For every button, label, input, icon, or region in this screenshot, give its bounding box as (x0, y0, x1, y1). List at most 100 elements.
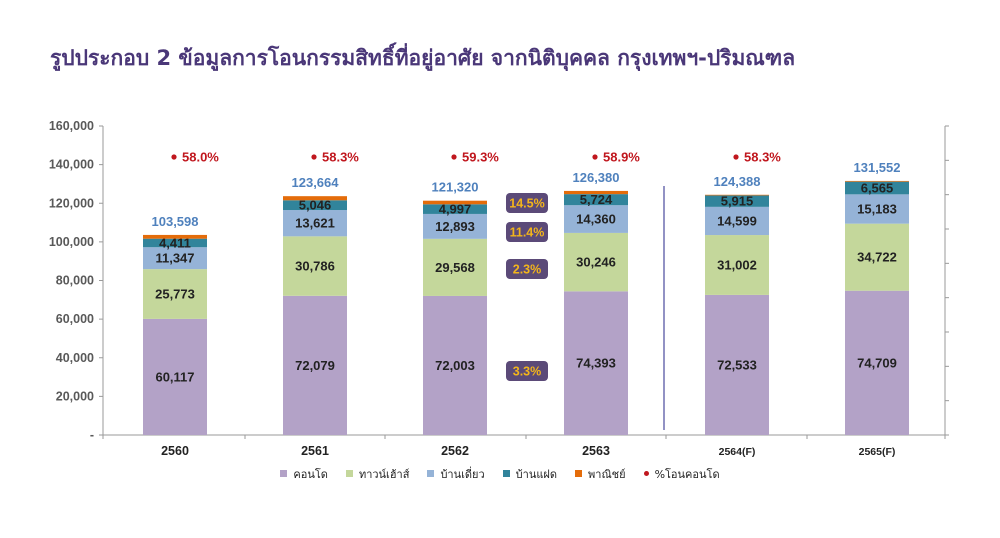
legend-swatch (502, 470, 510, 477)
x-tick-label: 2562 (441, 444, 469, 458)
data-label: 25,773 (155, 287, 195, 302)
bar-segment (845, 290, 909, 435)
data-label: 74,709 (857, 355, 897, 370)
data-label: 31,002 (717, 257, 757, 272)
growth-badge-label: 3.3% (513, 365, 542, 379)
legend-label: พาณิชย์ (588, 468, 626, 481)
bar-segment (705, 235, 769, 295)
legend-swatch (345, 470, 353, 477)
y-tick-label: 120,000 (49, 196, 94, 210)
pct-condo-label: 58.3% (322, 150, 359, 165)
bar-segment (143, 238, 207, 248)
pct-condo-marker (171, 154, 177, 160)
total-label: 126,380 (573, 170, 620, 185)
data-label: 4,411 (159, 235, 191, 250)
data-label: 34,722 (857, 250, 897, 265)
bar-segment (845, 194, 909, 224)
legend-item: พาณิชย์ (575, 465, 626, 483)
data-label: 13,621 (295, 216, 335, 231)
x-tick-label: 2565(F) (859, 446, 896, 458)
data-label: 60,117 (155, 369, 194, 384)
pct-condo-marker (311, 154, 317, 160)
legend-label: บ้านแฝด (515, 468, 558, 481)
legend-item: บ้านเดี่ยว (427, 465, 485, 483)
legend-label: ทาวน์เฮ้าส์ (358, 468, 410, 481)
bar-segment (283, 236, 347, 296)
y-tick-label: 20,000 (56, 389, 94, 403)
bar-segment (283, 196, 347, 201)
bar-segment (564, 190, 628, 195)
data-label: 4,997 (439, 202, 472, 217)
pct-condo-marker (592, 154, 598, 160)
growth-badge (506, 259, 548, 279)
growth-badge (506, 361, 548, 381)
total-label: 131,552 (854, 160, 901, 175)
bar-segment (705, 194, 769, 196)
bar-segment (564, 205, 628, 233)
bar-segment (423, 238, 487, 296)
pct-condo-marker (733, 154, 739, 160)
bar-segment (705, 294, 769, 435)
data-label: 72,079 (295, 358, 335, 373)
pct-condo-label: 58.9% (603, 150, 640, 165)
bar-segment (705, 206, 769, 236)
growth-badge-label: 11.4% (510, 226, 545, 240)
y-tick-label: 160,000 (49, 119, 94, 133)
data-label: 6,565 (861, 180, 894, 195)
legend-marker (643, 471, 649, 476)
chart-legend: คอนโด ทาวน์เฮ้าส์ บ้านเดี่ยว บ้านแฝด พาณิชย์… (0, 465, 1000, 483)
x-tick-label: 2561 (301, 444, 329, 458)
total-label: 121,320 (432, 180, 479, 195)
y-tick-label: 40,000 (56, 351, 94, 365)
x-tick-label: 2564(F) (719, 446, 756, 458)
data-label: 30,786 (295, 259, 335, 274)
total-label: 123,664 (292, 175, 340, 190)
y-tick-label: 140,000 (49, 158, 94, 172)
y-tick-label: 60,000 (56, 312, 94, 326)
y-tick-label: 100,000 (49, 235, 94, 249)
legend-swatch (575, 470, 583, 477)
growth-badge-label: 2.3% (513, 263, 542, 277)
data-label: 74,393 (576, 356, 616, 371)
growth-badge (506, 193, 548, 213)
data-label: 11,347 (155, 251, 194, 266)
bar-segment (423, 213, 487, 239)
legend-label: คอนโด (293, 468, 328, 481)
bar-segment (564, 194, 628, 206)
pct-condo-label: 58.3% (744, 150, 781, 165)
bar-segment (143, 234, 207, 239)
legend-item: ทาวน์เฮ้าส์ (345, 465, 410, 483)
data-label: 72,533 (717, 357, 757, 372)
bar-segment (845, 223, 909, 291)
data-label: 72,003 (435, 358, 475, 373)
x-tick-label: 2563 (582, 444, 610, 458)
pct-condo-marker (451, 154, 457, 160)
y-tick-label: - (90, 428, 94, 442)
pct-condo-label: 59.3% (462, 150, 499, 165)
bar-segment (423, 200, 487, 205)
data-label: 29,568 (435, 260, 475, 275)
bar-segment (845, 180, 909, 182)
pct-condo-label: 58.0% (182, 150, 219, 165)
data-label: 5,046 (299, 198, 332, 213)
bar-segment (143, 318, 207, 435)
bar-segment (423, 204, 487, 214)
bar-segment (143, 247, 207, 270)
data-label: 14,599 (717, 213, 757, 228)
bar-segment (705, 195, 769, 207)
data-label: 15,183 (857, 202, 897, 217)
chart-title: รูปประกอบ 2 ข้อมูลการโอนกรรมสิทธิ์ที่อยู… (50, 46, 796, 70)
bar-segment (283, 210, 347, 237)
data-label: 12,893 (435, 219, 475, 234)
data-label: 14,360 (576, 212, 616, 227)
legend-item: %โอนคอนโด (643, 465, 720, 483)
legend-label: %โอนคอนโด (654, 468, 720, 481)
legend-label: บ้านเดี่ยว (440, 468, 485, 481)
growth-badge-label: 14.5% (509, 197, 544, 211)
bar-segment (143, 269, 207, 319)
legend-swatch (427, 470, 435, 477)
data-label: 5,724 (580, 192, 613, 207)
bar-segment (845, 181, 909, 195)
data-label: 5,915 (721, 194, 754, 209)
